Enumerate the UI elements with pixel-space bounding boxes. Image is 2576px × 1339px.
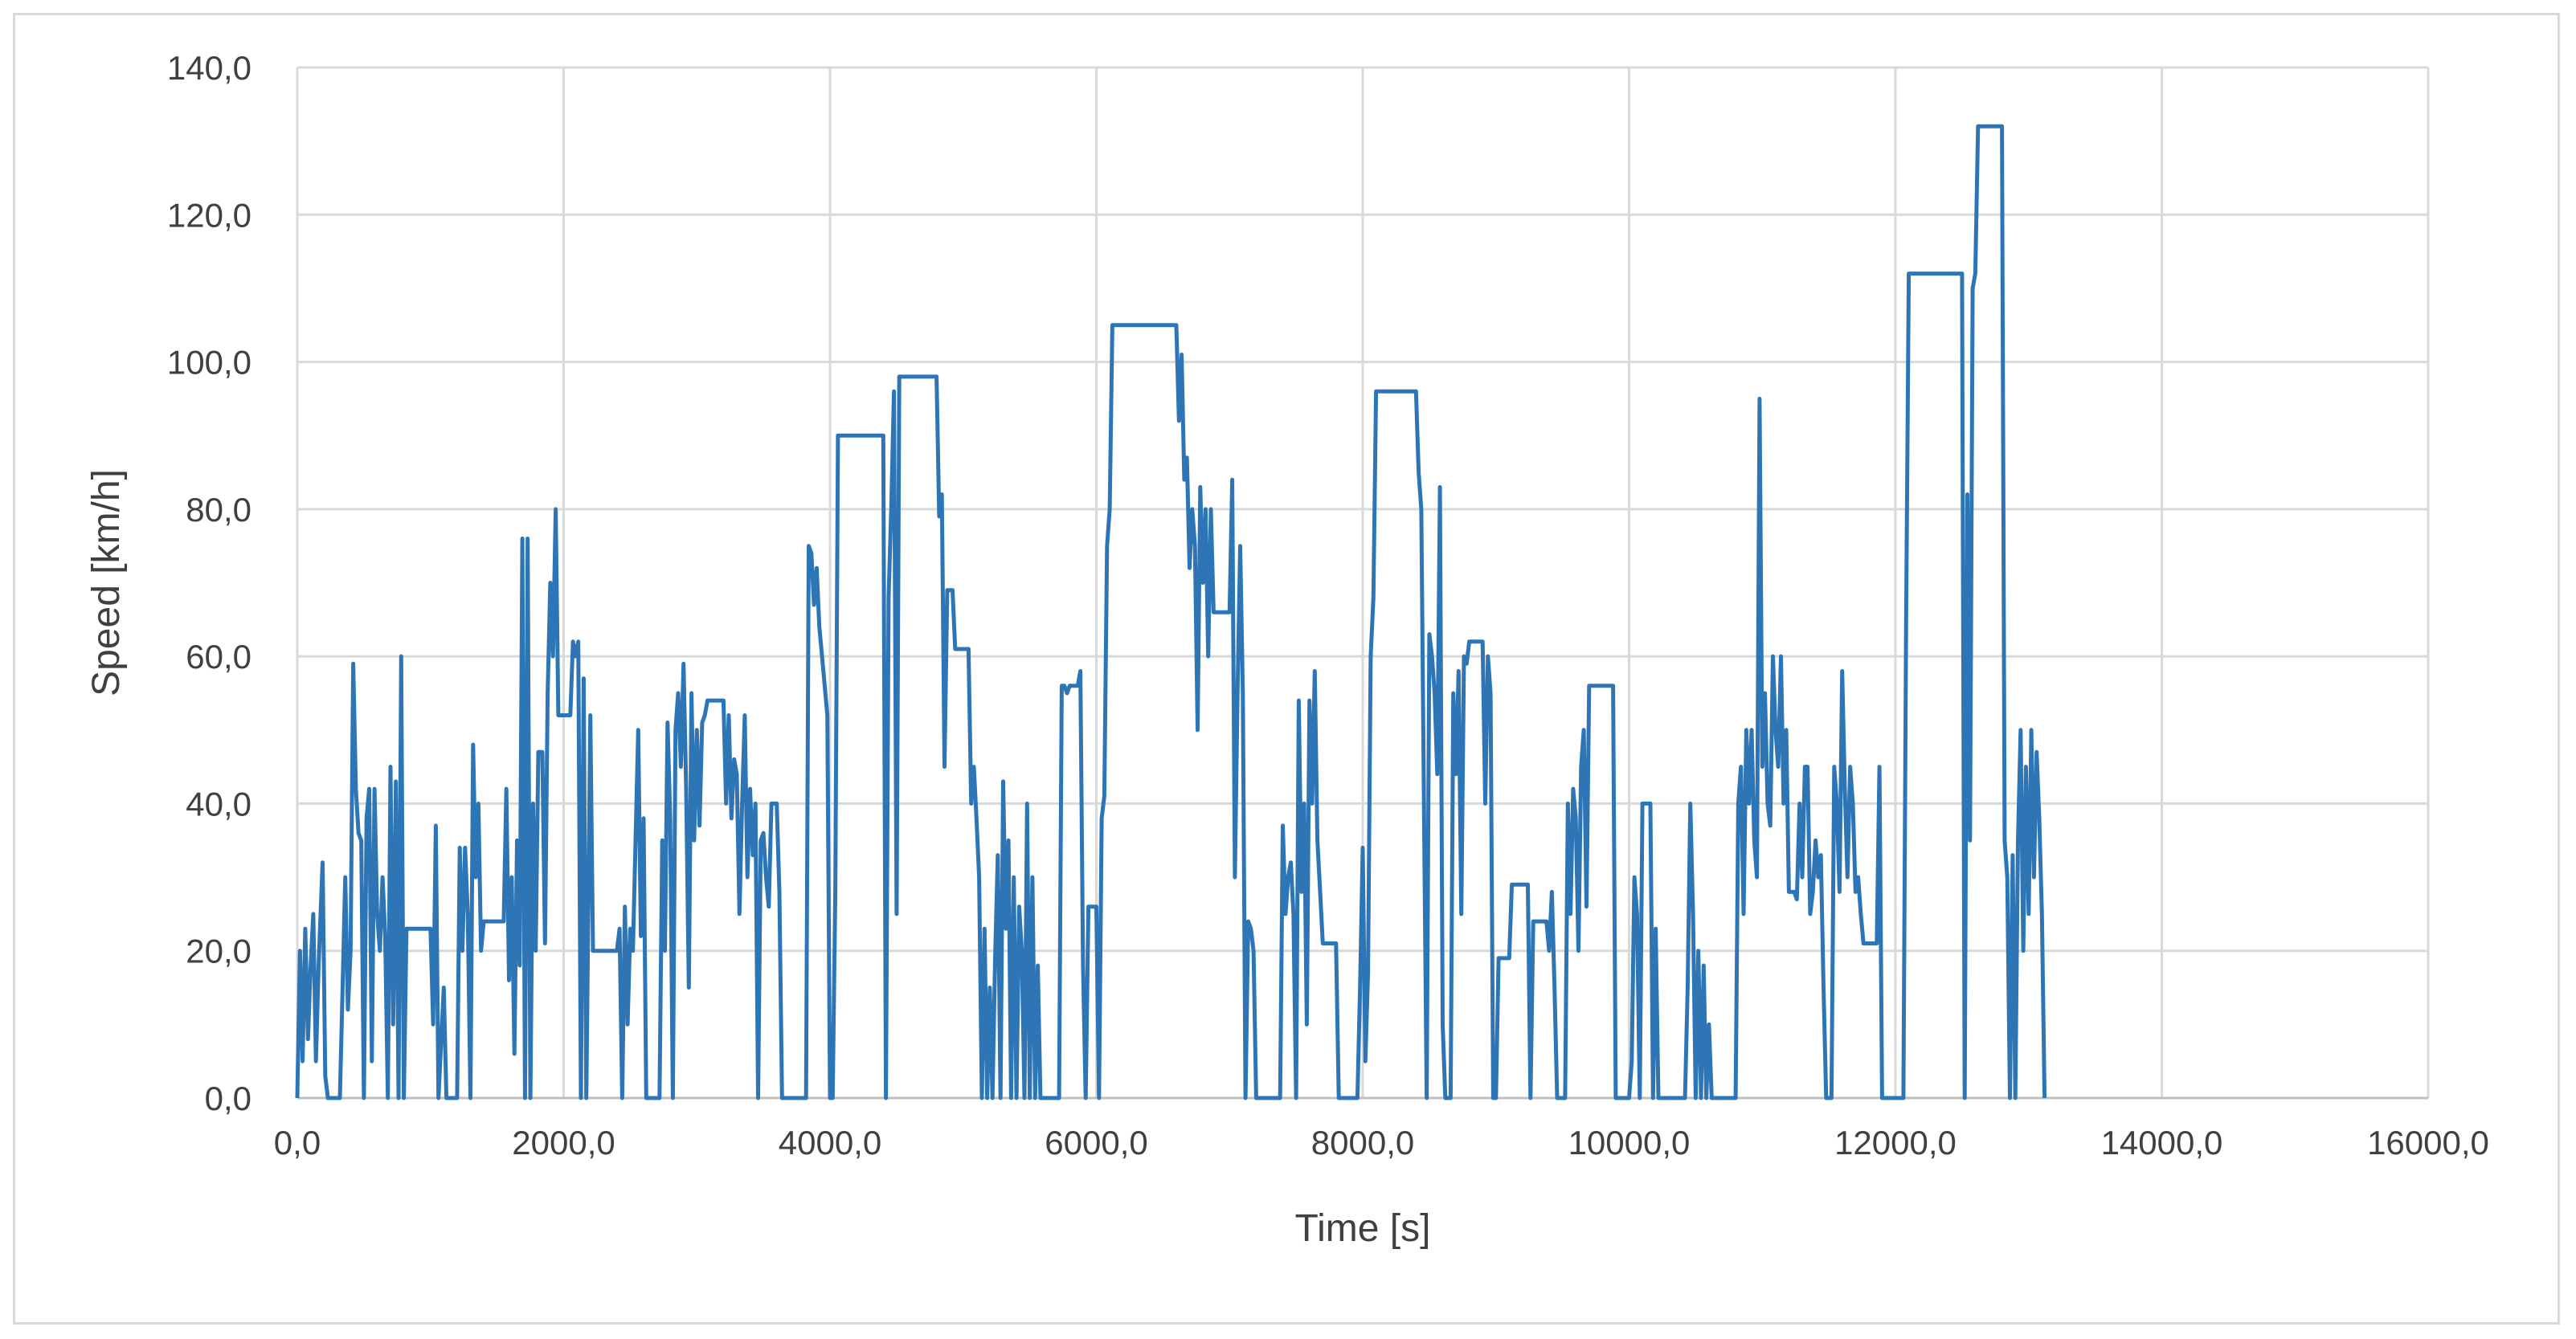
x-tick-label: 8000,0 (1311, 1124, 1414, 1161)
x-tick-label: 16000,0 (2367, 1124, 2489, 1161)
x-tick-label: 14000,0 (2101, 1124, 2223, 1161)
speed-series-line (295, 124, 2047, 1100)
y-tick-label: 40,0 (186, 785, 251, 823)
x-axis-ticks: 0,0 2000,0 4000,0 6000,0 8000,0 10000,0 12000,… (274, 1124, 2489, 1161)
y-tick-label: 100,0 (167, 344, 251, 382)
x-tick-label: 10000,0 (1568, 1124, 1691, 1161)
x-axis-title: Time [s] (1295, 1207, 1431, 1250)
x-tick-label: 0,0 (274, 1124, 321, 1161)
y-tick-label: 60,0 (186, 638, 251, 676)
y-tick-label: 0,0 (205, 1080, 251, 1117)
x-tick-label: 6000,0 (1045, 1124, 1147, 1161)
y-tick-label: 80,0 (186, 491, 251, 529)
y-tick-label: 140,0 (167, 49, 251, 87)
x-tick-label: 4000,0 (779, 1124, 881, 1161)
chart-area (13, 13, 2560, 1325)
y-axis-title: Speed [km/h] (85, 469, 128, 696)
y-axis-ticks: 0,0 20,0 40,0 60,0 80,0 100,0 120,0 140,0 (167, 49, 251, 1117)
x-tick-label: 2000,0 (512, 1124, 615, 1161)
y-tick-label: 20,0 (186, 933, 251, 970)
x-tick-label: 12000,0 (1834, 1124, 1957, 1161)
y-tick-label: 120,0 (167, 196, 251, 234)
